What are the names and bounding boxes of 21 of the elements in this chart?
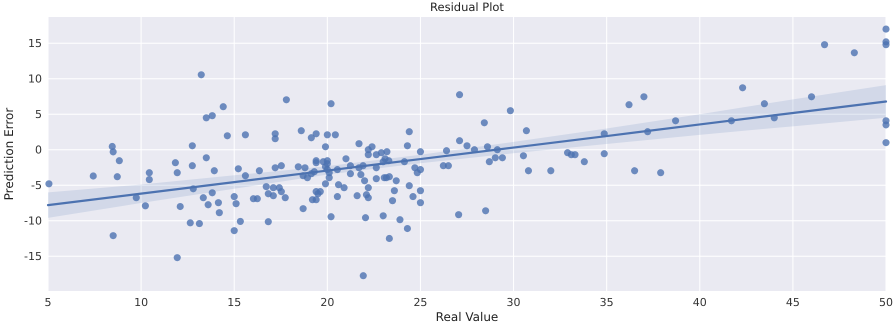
x-tick-label: 45 (786, 296, 800, 309)
x-tick-label: 20 (320, 296, 334, 309)
y-tick-label: 0 (35, 144, 42, 157)
x-tick-label: 5 (44, 296, 52, 309)
y-tick-label: -5 (31, 179, 42, 192)
x-tick-label: 10 (134, 296, 148, 309)
y-tick-label: 10 (28, 72, 42, 86)
x-tick-label: 50 (879, 296, 893, 309)
y-tick-label: -10 (24, 214, 42, 228)
x-tick-label: 35 (600, 296, 614, 309)
x-tick-label: 30 (506, 296, 521, 309)
x-axis-title: Real Value (436, 310, 498, 324)
y-tick-label: 5 (35, 108, 42, 122)
x-tick-label: 15 (227, 296, 242, 309)
line-series (46, 100, 888, 206)
chart-title: Residual Plot (430, 0, 504, 14)
y-tick-label: -15 (24, 250, 42, 264)
x-tick-label: 40 (692, 296, 707, 309)
y-axis-title: Prediction Error (2, 108, 16, 200)
x-tick-label: 25 (413, 296, 428, 309)
y-tick-label: 15 (28, 37, 42, 50)
